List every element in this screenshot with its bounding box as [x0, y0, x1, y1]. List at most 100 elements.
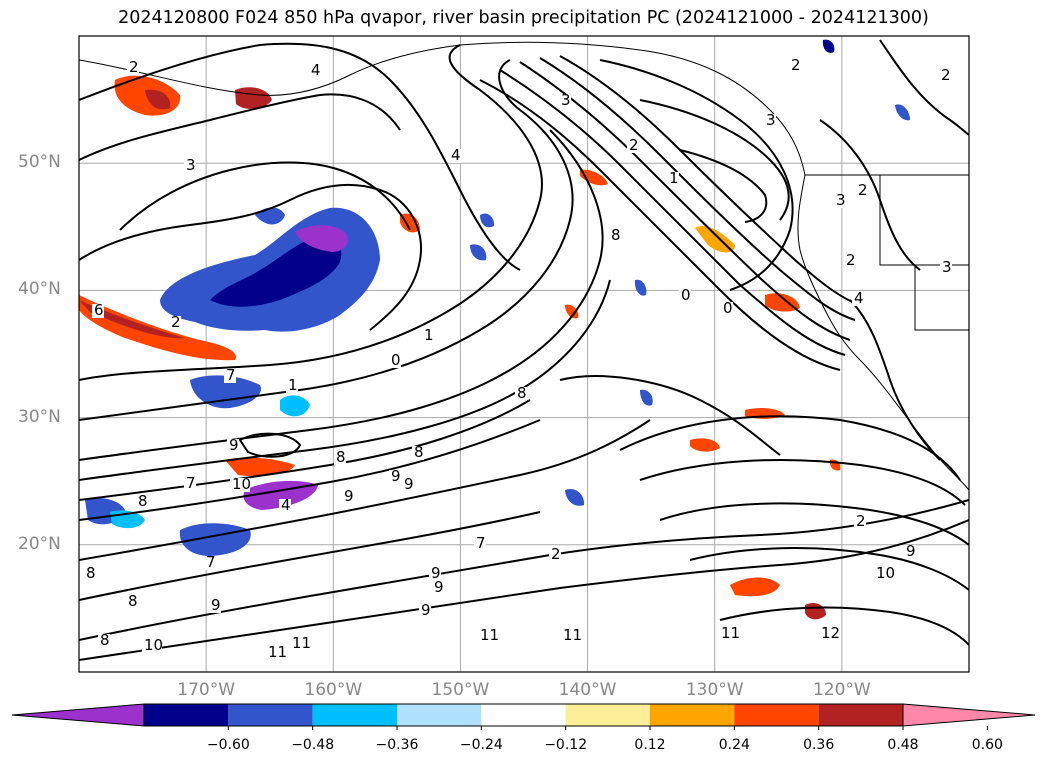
colorbar-tick-label: −0.48 [291, 737, 335, 753]
contour-label: 0 [723, 299, 733, 317]
colorbar-tick-label: −0.60 [206, 737, 250, 753]
contour-label-bg [402, 478, 414, 492]
contour-label: 2 [846, 251, 856, 269]
contour-label: 3 [942, 258, 952, 276]
contour-label: 3 [766, 111, 776, 129]
contour-label-bg [389, 354, 401, 368]
colorbar-tick-label: −0.12 [544, 737, 588, 753]
contour-label-bg [721, 302, 733, 316]
contour-label-bg [309, 64, 321, 78]
colorbar-tick-label: 0.12 [634, 737, 666, 753]
lon-label: 140°W [558, 680, 617, 700]
contour-label: 8 [138, 492, 148, 510]
contour-label-bg [559, 94, 571, 108]
lat-label: 50°N [18, 152, 61, 173]
contour-label-bg [852, 292, 864, 306]
contour-label-bg [184, 159, 196, 173]
lon-label: 170°W [177, 680, 236, 700]
map-frame [78, 35, 970, 673]
colorbar-outline [143, 703, 904, 727]
contour-label: 2 [858, 181, 868, 199]
contour-label-bg [279, 499, 291, 513]
contour-label: 11 [563, 626, 582, 644]
contour-label: 8 [336, 448, 346, 466]
contour-label-bg [127, 61, 139, 75]
contour-label: 4 [451, 146, 461, 164]
contour-label-bg [515, 387, 527, 401]
contour-label: 4 [281, 496, 291, 514]
contour-label-bg [389, 470, 401, 484]
contour-label-bg [874, 567, 894, 581]
lat-label: 40°N [18, 279, 61, 300]
contour-label: 9 [211, 596, 221, 614]
contour-label-bg [92, 304, 104, 318]
lon-label: 150°W [431, 680, 490, 700]
contour-label: 10 [876, 564, 895, 582]
contour-label-bg [422, 329, 434, 343]
colorbar-segment [312, 704, 397, 726]
contour-label: 1 [424, 326, 434, 344]
contour-label-bg [939, 69, 951, 83]
contour-label-bg [204, 556, 216, 570]
contour-label-bg [478, 629, 498, 643]
contour-label-bg [184, 477, 196, 491]
contour-label: 0 [681, 286, 691, 304]
contour-label-bg [169, 316, 181, 330]
contour-label: 7 [206, 553, 216, 571]
colorbar-segment [228, 704, 313, 726]
contour-label-bg [224, 369, 236, 383]
contour-label-bg [854, 515, 866, 529]
precip-pc-shading [79, 39, 910, 620]
contour-label: 8 [128, 592, 138, 610]
colorbar-tick-label: 0.24 [718, 737, 750, 753]
contour-label-bg [334, 451, 346, 465]
colorbar-extend-low [11, 703, 145, 727]
contour-label-bg [940, 261, 952, 275]
contour-label: 2 [129, 58, 139, 76]
colorbar-segment [650, 704, 735, 726]
contour-label-bg [136, 495, 148, 509]
contour-label-bg [667, 172, 679, 186]
gridlines [79, 36, 969, 672]
colorbar-tick-label: 0.48 [887, 737, 919, 753]
contour-label-bg [266, 646, 286, 660]
contour-label: 11 [480, 626, 499, 644]
contour-label-bg [764, 114, 776, 128]
contour-label-bg [789, 59, 801, 73]
contour-label: 9 [404, 475, 414, 493]
contour-label-bg [419, 604, 431, 618]
contour-label: 11 [292, 634, 311, 652]
contour-label: 11 [721, 624, 740, 642]
colorbar-segment [144, 704, 229, 726]
contour-label-bg [609, 229, 621, 243]
contour-label: 7 [186, 474, 196, 492]
contour-label-bg [474, 537, 486, 551]
contour-label: 9 [906, 542, 916, 560]
lat-label: 30°N [18, 406, 61, 427]
contour-label-bg [290, 637, 310, 651]
contour-label-bg [432, 581, 444, 595]
contour-label-bg [98, 634, 110, 648]
contour-label-bg [856, 184, 868, 198]
contour-label-bg [142, 639, 162, 653]
contour-label-bg [549, 548, 561, 562]
contour-label: 10 [232, 475, 251, 493]
contour-label: 7 [476, 534, 486, 552]
contour-label: 9 [431, 564, 441, 582]
contour-label: 9 [229, 436, 239, 454]
lon-label: 120°W [812, 680, 871, 700]
colorbar-segment [734, 704, 819, 726]
figure-title: 2024120800 F024 850 hPa qvapor, river ba… [118, 8, 929, 28]
qvapor-contours [79, 39, 969, 661]
colorbar-tick-label: 0.60 [971, 737, 1003, 753]
contour-label-bg [719, 627, 739, 641]
contour-label-bg [227, 439, 239, 453]
contour-label: 9 [391, 467, 401, 485]
contour-label-bg [904, 545, 916, 559]
contour-label: 2 [629, 136, 639, 154]
contour-label: 1 [288, 376, 298, 394]
contour-label-bg [230, 478, 250, 492]
contour-label-bg [342, 490, 354, 504]
colorbar-segment [397, 704, 482, 726]
